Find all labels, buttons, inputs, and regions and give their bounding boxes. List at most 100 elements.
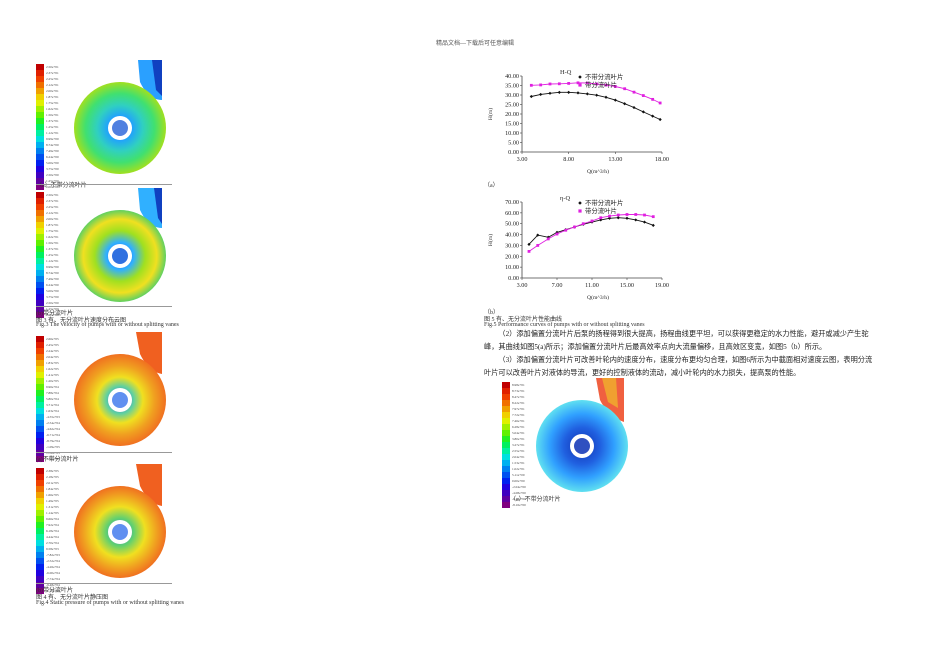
colorbar-label: 1.75e+01 [46, 229, 59, 233]
colorbar-swatch [36, 432, 44, 438]
colorbar-swatch [36, 348, 44, 354]
colorbar-swatch [36, 504, 44, 510]
data-point [651, 223, 655, 227]
colorbar-swatch [36, 360, 44, 366]
y-tick-label: 10.00 [505, 264, 519, 271]
data-point [599, 216, 603, 220]
colorbar-label: 1.12e+01 [46, 131, 59, 135]
fig3b-legend-labels: 2.50e+01 2.37e+01 2.25e+01 2.12e+01 2.00e+01… [46, 192, 59, 318]
y-tick-label: 0.00 [508, 275, 519, 282]
y-tick-label: 20.00 [505, 253, 519, 260]
fig3a-panel: 2.50e+01 2.37e+01 2.25e+01 2.12e+01 2.00e+01… [36, 60, 176, 190]
colorbar-label: -1.50e+05 [46, 457, 60, 461]
colorbar-swatch [36, 372, 44, 378]
colorbar-swatch [502, 382, 510, 388]
colorbar-label: 1.37e+01 [46, 247, 59, 251]
colorbar-swatch [36, 384, 44, 390]
colorbar-label: 7.92e+04 [46, 523, 59, 527]
colorbar-swatch [36, 528, 44, 534]
colorbar-swatch [36, 402, 44, 408]
y-tick-label: 5.00 [508, 140, 519, 147]
colorbar-label: -9.48e+04 [46, 583, 60, 587]
data-point [651, 215, 655, 219]
colorbar-swatch [36, 342, 44, 348]
data-point [658, 101, 662, 105]
colorbar-label: 1.50e+01 [46, 241, 59, 245]
colorbar-swatch [502, 454, 510, 460]
fig3b-panel: 2.50e+01 2.37e+01 2.25e+01 2.12e+01 2.00e+01… [36, 188, 176, 318]
colorbar-label: 6.24e+00 [46, 155, 59, 159]
colorbar-label: 0.00e+00 [46, 313, 59, 317]
x-tick-label: 19.00 [655, 282, 669, 289]
colorbar-label: 8.47e+01 [512, 395, 525, 399]
colorbar-label: 5.04e+01 [512, 431, 525, 435]
colorbar-swatch [36, 88, 44, 94]
colorbar-label: -4.55e+03 [46, 415, 60, 419]
colorbar-label: 1.25e+00 [46, 307, 59, 311]
colorbar-label: 2.45e+05 [46, 343, 59, 347]
data-point [529, 83, 533, 87]
colorbar-label: -2.52e+04 [46, 559, 60, 563]
colorbar-label: 1.75e+01 [46, 101, 59, 105]
fig4b-rule [36, 583, 172, 584]
fig4a-rule [36, 452, 172, 453]
data-point [546, 237, 550, 241]
colorbar-swatch [36, 378, 44, 384]
colorbar-swatch [36, 468, 44, 474]
data-point [632, 90, 636, 94]
data-point [595, 93, 599, 97]
colorbar-swatch [36, 294, 44, 300]
colorbar-label: 5.00e+00 [46, 289, 59, 293]
x-tick-label: 7.00 [552, 282, 563, 289]
y-axis-label: H(m) [487, 108, 494, 120]
colorbar-label: -7.82e+03 [46, 553, 60, 557]
x-tick-label: 13.00 [608, 156, 622, 163]
colorbar-swatch [36, 366, 44, 372]
data-point [527, 242, 531, 246]
colorbar-label: 1.53e+01 [512, 461, 525, 465]
colorbar-swatch [36, 246, 44, 252]
colorbar-swatch [36, 76, 44, 82]
x-tick-label: 15.00 [620, 282, 634, 289]
y-tick-label: 25.00 [505, 102, 519, 109]
colorbar-swatch [36, 336, 44, 342]
colorbar-swatch [36, 264, 44, 270]
colorbar-swatch [36, 70, 44, 76]
y-tick-label: 30.00 [505, 92, 519, 99]
data-point [641, 110, 645, 114]
fig3a-velocity-contour [74, 60, 166, 174]
fig4a-colorbar [36, 336, 44, 462]
legend-marker [578, 209, 582, 213]
colorbar-swatch [36, 216, 44, 222]
colorbar-label: 3.75e+00 [46, 167, 59, 171]
colorbar-label: -6.00e+04 [46, 571, 60, 575]
colorbar-label: -8.16e+00 [512, 503, 526, 507]
colorbar-swatch [502, 424, 510, 430]
colorbar-label: -4.26e+04 [46, 565, 60, 569]
fig6a-relative-velocity-contour [536, 378, 628, 492]
y-tick-label: 0.00 [508, 149, 519, 156]
fig3b-rule [36, 306, 172, 307]
data-point [641, 94, 645, 97]
colorbar-label: 2.55e+01 [512, 449, 525, 453]
colorbar-swatch [502, 418, 510, 424]
colorbar-label: 7.88e+04 [46, 391, 59, 395]
colorbar-label: 2.37e+01 [46, 71, 59, 75]
x-tick-label: 18.00 [655, 156, 669, 163]
colorbar-label: -2.54e+04 [46, 421, 60, 425]
colorbar-swatch [36, 582, 44, 588]
colorbar-swatch [36, 480, 44, 486]
colorbar-label: 1.87e+01 [46, 95, 59, 99]
data-point [567, 90, 571, 94]
colorbar-label: 3.75e+00 [46, 295, 59, 299]
data-point [536, 244, 540, 247]
colorbar-label: 1.66e+05 [46, 493, 59, 497]
colorbar-swatch [502, 460, 510, 466]
colorbar-label: 0.00e+00 [512, 479, 525, 483]
colorbar-swatch [36, 222, 44, 228]
colorbar-label: 1.14e+05 [46, 511, 59, 515]
colorbar-label: 9.99e+00 [46, 265, 59, 269]
colorbar-swatch [36, 64, 44, 70]
data-point [539, 83, 543, 87]
colorbar-swatch [502, 400, 510, 406]
